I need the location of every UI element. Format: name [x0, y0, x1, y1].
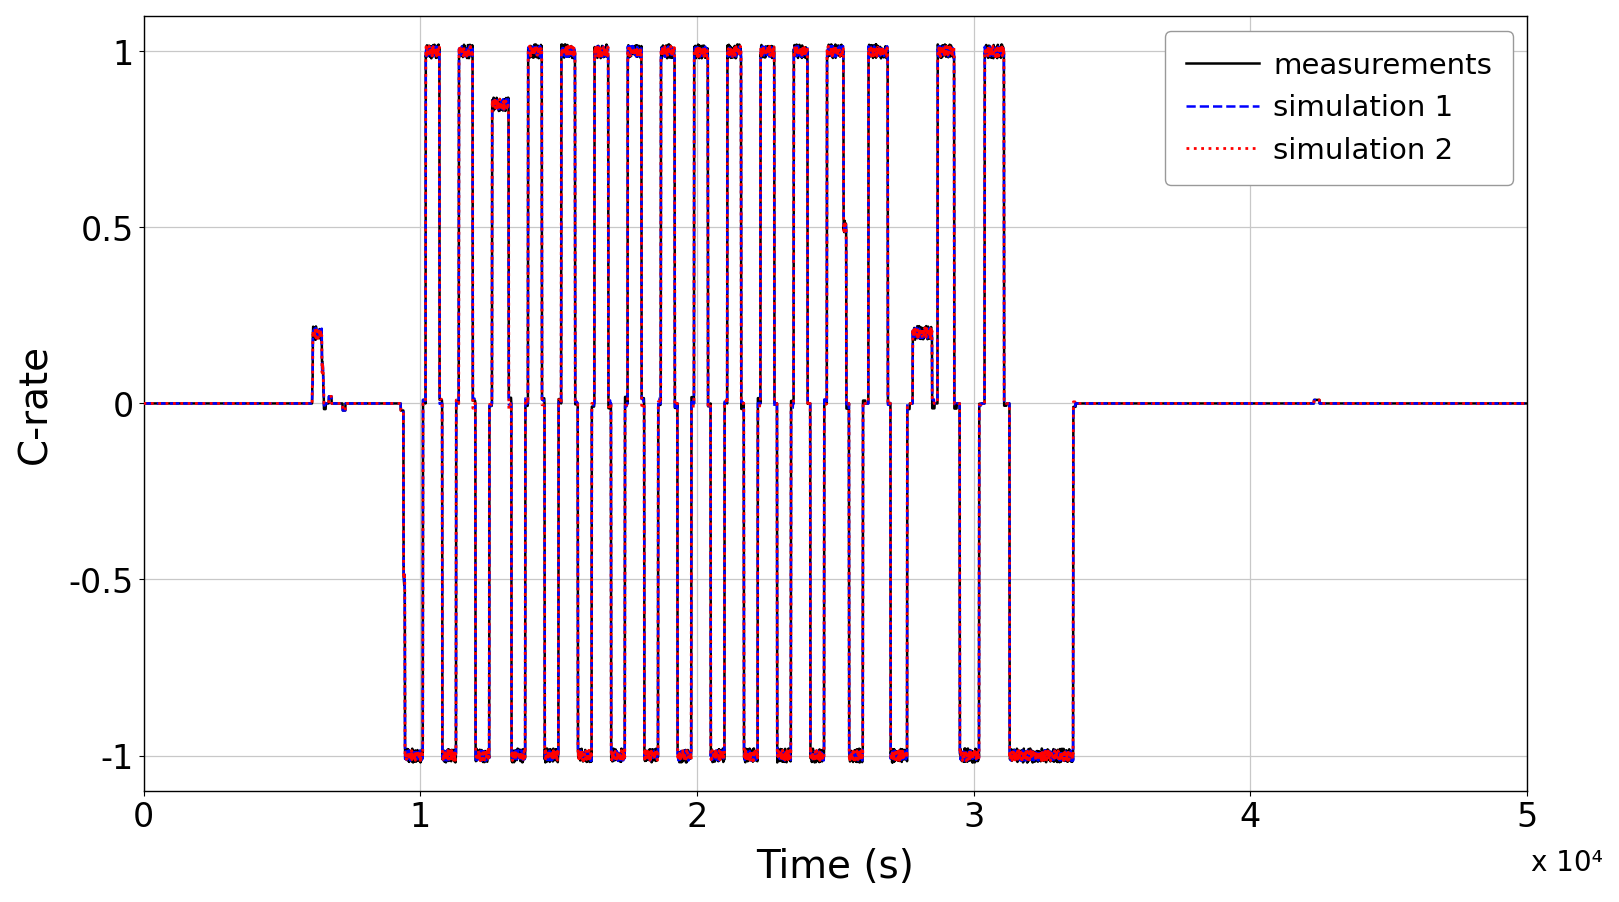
simulation 1: [134, 399, 154, 410]
simulation 1: [1417, 399, 1436, 410]
Legend: measurements, simulation 1, simulation 2: measurements, simulation 1, simulation 2: [1166, 32, 1512, 185]
measurements: [405, 756, 424, 767]
measurements: [801, 757, 821, 768]
simulation 2: [573, 756, 593, 767]
simulation 1: [1517, 399, 1536, 410]
measurements: [1517, 399, 1536, 410]
simulation 1: [1381, 399, 1400, 410]
simulation 2: [134, 399, 154, 410]
measurements: [555, 40, 575, 51]
measurements: [1381, 399, 1400, 410]
simulation 1: [1426, 399, 1446, 410]
measurements: [1023, 757, 1043, 768]
simulation 2: [1091, 399, 1111, 410]
Line: simulation 1: simulation 1: [144, 47, 1527, 761]
Y-axis label: C-rate: C-rate: [16, 344, 55, 464]
simulation 1: [821, 41, 840, 52]
simulation 2: [1426, 399, 1446, 410]
simulation 2: [801, 750, 821, 760]
measurements: [1426, 399, 1446, 410]
measurements: [134, 399, 154, 410]
simulation 2: [1417, 399, 1436, 410]
simulation 1: [405, 747, 424, 758]
simulation 1: [1091, 399, 1111, 410]
measurements: [1417, 399, 1436, 410]
simulation 2: [1517, 399, 1536, 410]
Line: simulation 2: simulation 2: [144, 47, 1527, 761]
simulation 1: [801, 746, 821, 757]
Line: measurements: measurements: [144, 45, 1527, 762]
simulation 2: [1381, 399, 1400, 410]
simulation 1: [895, 756, 915, 767]
simulation 2: [405, 753, 424, 764]
X-axis label: Time (s): Time (s): [756, 847, 915, 886]
simulation 2: [931, 41, 950, 52]
measurements: [1091, 399, 1111, 410]
Text: x 10⁴: x 10⁴: [1532, 849, 1603, 877]
